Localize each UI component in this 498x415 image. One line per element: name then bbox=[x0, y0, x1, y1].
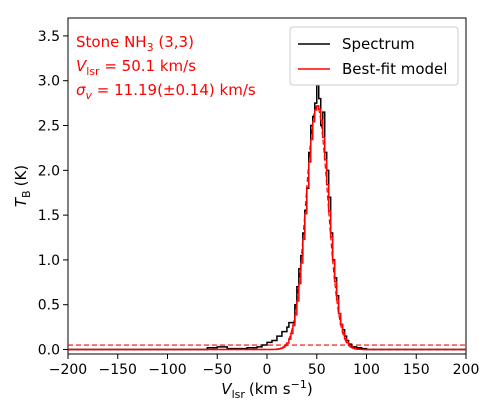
annotation-line-2-end: = 50.1 km/s bbox=[100, 57, 197, 75]
annotation-line-3-main: σ bbox=[76, 81, 86, 99]
annotation-line-2: Vlsr = 50.1 km/s bbox=[76, 57, 196, 78]
y-tick-label: 3.5 bbox=[38, 29, 60, 45]
y-tick-label: 2.5 bbox=[38, 119, 60, 135]
y-tick-label: 0.0 bbox=[38, 343, 60, 359]
annotation-line-2-main: V bbox=[76, 57, 88, 75]
x-tick-label: −200 bbox=[49, 362, 87, 378]
y-tick-label: 3.0 bbox=[38, 74, 60, 90]
y-tick-label: 1.5 bbox=[38, 208, 60, 224]
annotation-line-3-end: = 11.19(±0.14) km/s bbox=[92, 81, 256, 99]
y-tick-label: 0.5 bbox=[38, 298, 60, 314]
x-axis-label-main: V bbox=[221, 380, 233, 398]
y-axis-label: TB (K) bbox=[12, 165, 33, 207]
x-axis-label-unit-sup: −1 bbox=[291, 378, 307, 391]
x-tick-label: −150 bbox=[99, 362, 137, 378]
x-tick-label: −100 bbox=[148, 362, 186, 378]
x-axis-label-unit-end: ) bbox=[307, 380, 313, 398]
best-fit-model-line bbox=[68, 105, 466, 351]
x-axis-label-unit: (km s bbox=[249, 380, 291, 398]
x-axis-label-sub: lsr bbox=[232, 388, 246, 401]
annotation-line-1-sub: 3 bbox=[147, 41, 154, 54]
x-tick-label: 100 bbox=[353, 362, 380, 378]
y-tick-label: 2.0 bbox=[38, 163, 60, 179]
spectrum-line bbox=[68, 84, 466, 351]
annotation-line-1-main: Stone NH bbox=[76, 33, 147, 51]
y-tick-label: 1.0 bbox=[38, 253, 60, 269]
y-ticks: 0.0 0.5 1.0 1.5 2.0 2.5 3.0 3.5 bbox=[38, 29, 68, 359]
legend: Spectrum Best-fit model bbox=[289, 26, 459, 86]
y-axis-label-unit: (K) bbox=[12, 165, 30, 187]
x-tick-label: 0 bbox=[263, 362, 272, 378]
legend-box bbox=[289, 26, 459, 86]
x-tick-label: 150 bbox=[403, 362, 430, 378]
legend-label-model: Best-fit model bbox=[342, 60, 447, 78]
annotation-line-2-sub: lsr bbox=[86, 65, 100, 78]
x-tick-label: 50 bbox=[308, 362, 326, 378]
y-axis-label-main: T bbox=[12, 196, 30, 207]
annotation-line-3-sub: v bbox=[86, 89, 93, 102]
annotation-line-1-end: (3,3) bbox=[154, 33, 194, 51]
plot-area: −200 −150 −100 −50 0 50 100 150 200 0.0 0.5 1.0 1.5… bbox=[38, 17, 480, 378]
legend-label-spectrum: Spectrum bbox=[342, 35, 415, 53]
x-axis-label: Vlsr (km s−1) bbox=[221, 378, 312, 401]
x-ticks: −200 −150 −100 −50 0 50 100 150 200 bbox=[49, 354, 480, 378]
series-layer bbox=[68, 84, 466, 351]
model-dashed-line bbox=[68, 104, 466, 351]
y-axis-label-sub: B bbox=[20, 190, 33, 198]
annotation-line-1: Stone NH3 (3,3) bbox=[76, 33, 194, 54]
x-tick-label: 200 bbox=[453, 362, 480, 378]
x-tick-label: −50 bbox=[202, 362, 232, 378]
annotation-line-3: σv = 11.19(±0.14) km/s bbox=[76, 81, 256, 102]
annotation-block: Stone NH3 (3,3) Vlsr = 50.1 km/s σv = 11… bbox=[76, 33, 256, 102]
